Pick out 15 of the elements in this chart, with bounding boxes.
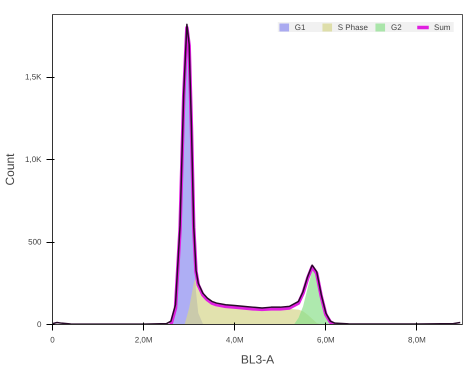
x-tick-label: 4,0M [226, 336, 244, 344]
x-tick-label: 0 [50, 336, 56, 344]
legend-label: G1 [294, 22, 306, 32]
legend-label: S Phase [338, 22, 368, 32]
legend-label: G2 [391, 22, 403, 32]
y-tick-label: 500 [28, 238, 42, 247]
x-tick-label: 6,0M [316, 336, 336, 344]
y-tick-label: 0 [37, 320, 42, 329]
x-tick-label: 2,0M [134, 336, 153, 344]
x-tick-label: 8,0M [408, 336, 426, 344]
legend-label: Sum [434, 22, 452, 32]
x-axis-title: BL3-A [240, 352, 274, 366]
y-tick-label: 1,5K [25, 72, 42, 82]
y-axis-title: Count [3, 152, 18, 186]
y-tick-label: 1,0K [25, 155, 42, 164]
